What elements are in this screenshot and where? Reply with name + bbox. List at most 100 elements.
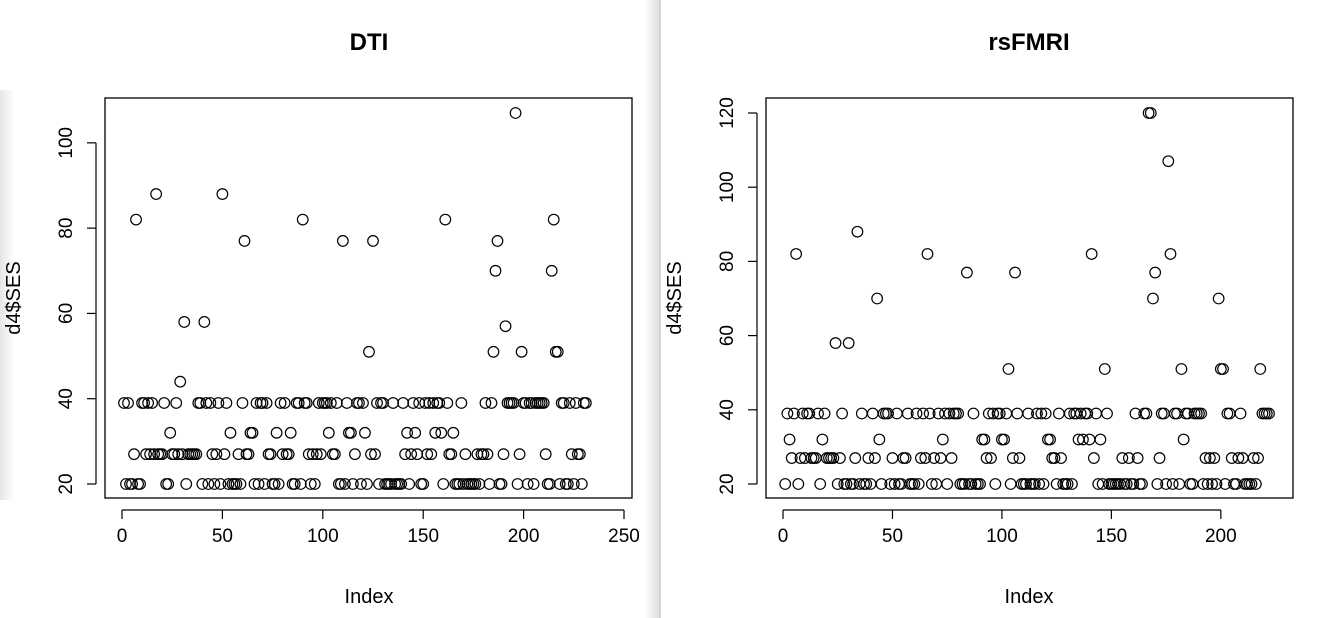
dti-data-point [322,426,335,439]
dti-data-point [497,448,510,461]
dti-data-point [334,478,347,490]
dti-x-tick-label: 0 [117,526,128,547]
dti-data-point [268,478,281,490]
rsfmri-data-point [1245,478,1258,490]
rsfmri-data-point [1147,292,1159,305]
rsfmri-data-point [978,433,991,446]
rsfmri-data-point [1252,452,1264,464]
rsfmri-data-point [803,407,816,420]
dti-data-point [537,397,550,409]
rsfmri-data-point [928,452,940,464]
rsfmri-data-point [834,452,846,464]
rsfmri-x-tick-label: 100 [986,526,1018,547]
dti-data-point [567,478,580,490]
dti-data-point [427,397,440,409]
dti-data-point [419,397,432,409]
dti-data-point [218,448,231,461]
rsfmri-y-tick-label: 20 [717,473,738,494]
dti-data-point [397,397,410,409]
rsfmri-data-point [1162,155,1175,168]
rsfmri-data-point [842,337,855,349]
rsfmri-data-point [866,407,879,420]
rsfmri-data-point [1002,363,1015,375]
rsfmri-data-point [936,433,949,446]
dti-data-point [509,107,522,119]
dti-data-point [212,397,225,409]
dti-data-point [246,426,259,439]
dti-x-tick-label: 100 [307,526,339,547]
panel-divider [659,0,661,618]
dti-data-point [489,264,502,277]
rsfmri-x-tick-label: 200 [1205,526,1237,547]
dti-y-axis-label: d4$SES [3,261,25,334]
dti-y-tick-label: 100 [56,127,77,159]
rsfmri-data-point [790,248,803,260]
dti-data-point [338,478,351,490]
dti-data-point [278,397,291,409]
dti-data-point [347,478,359,490]
dti-data-point [138,397,150,409]
dti-data-point [270,426,283,439]
dti-data-point [204,397,217,409]
dti-data-point [495,478,508,490]
dti-x-tick-label: 50 [212,526,233,547]
dti-data-point [405,448,418,461]
rsfmri-data-point [814,478,827,490]
dti-chart-title: DTI [350,29,389,56]
rsfmri-data-point [974,478,986,490]
rsfmri-data-point [1116,452,1129,464]
rsfmri-data-point [812,407,824,420]
rsfmri-data-point [1166,478,1179,490]
dti-data-point [230,478,243,490]
rsfmri-data-point [831,478,844,490]
rsfmri-data-point [1195,407,1208,420]
rsfmri-data-point [1249,478,1262,490]
rsfmri-data-point [888,478,901,490]
rsfmri-data-point [943,407,956,420]
dti-data-point [413,397,426,409]
dti-data-point [551,345,564,358]
dti-data-point [353,397,365,409]
rsfmri-data-point [1087,452,1100,464]
dti-data-point [483,478,496,490]
rsfmri-data-point [1177,433,1190,446]
dti-data-point [417,478,430,490]
rsfmri-data-point [980,452,993,464]
rsfmri-data-point [1039,407,1052,420]
dti-data-point [429,426,442,439]
dti-data-points [118,107,592,490]
dti-data-point [284,426,297,439]
dti-data-point [579,397,592,409]
dti-data-point [310,448,323,461]
rsfmri-x-tick-label: 150 [1096,526,1128,547]
rsfmri-x-tick-label: 50 [882,526,903,547]
rsfmri-data-point [919,452,932,464]
dti-data-point [511,478,524,490]
dti-data-point [252,478,265,490]
rsfmri-data-point [796,407,809,420]
dti-data-point [260,397,273,409]
dti-data-point [357,397,369,409]
dti-data-point [142,397,155,409]
rsfmri-data-point [1037,478,1050,490]
rsfmri-x-tick-label: 0 [778,526,789,547]
dti-data-point [122,397,134,409]
dti-data-point [164,426,177,439]
dti-data-point [565,448,578,461]
dti-data-point [527,478,540,490]
rsfmri-data-point [923,407,936,420]
dti-data-point [437,478,450,490]
dti-data-point [459,448,472,461]
rsfmri-data-point [1048,452,1061,464]
dti-data-point [236,397,249,409]
rsfmri-data-point [1173,478,1186,490]
rsfmri-data-point [1160,478,1173,490]
dti-data-point [553,478,566,490]
dti-data-point [198,316,211,328]
dti-data-point [140,448,152,461]
dti-data-point [455,397,468,409]
rsfmri-data-point [1197,478,1210,490]
dti-x-axis-label: Index [345,586,394,608]
rsfmri-data-point [860,478,873,490]
